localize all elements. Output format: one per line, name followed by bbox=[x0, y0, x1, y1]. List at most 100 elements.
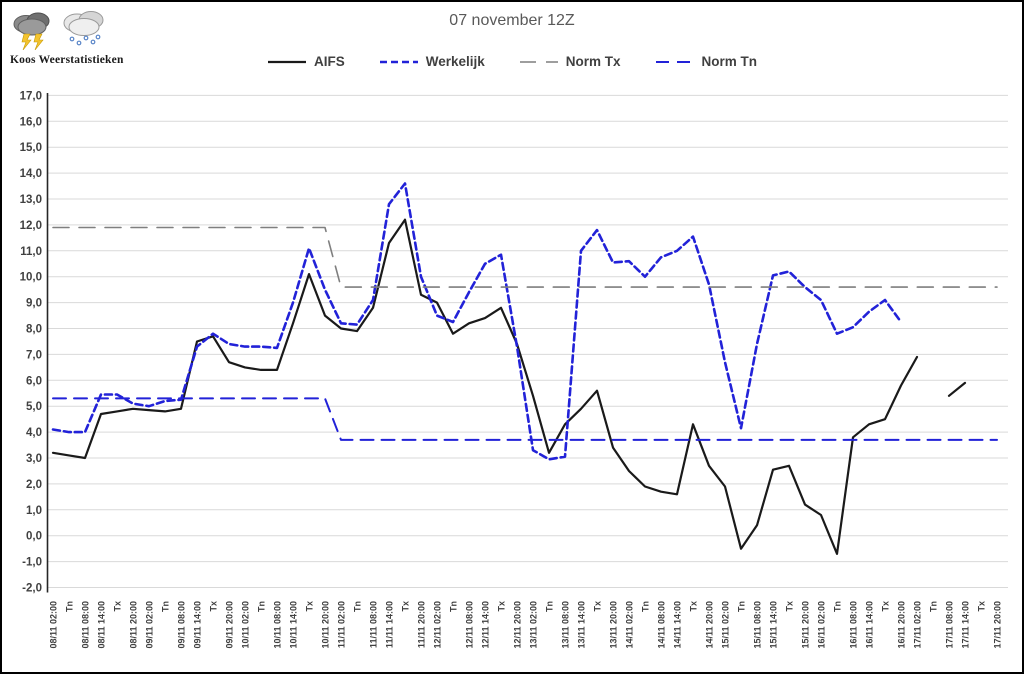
x-tick-label: 16/11 08:00 bbox=[849, 601, 859, 649]
x-tick-label: 08/11 02:00 bbox=[49, 601, 59, 649]
x-tick-label: Tx bbox=[785, 601, 795, 612]
x-tick-label: 09/11 08:00 bbox=[177, 601, 187, 649]
branding-block: Koos Weerstatistieken bbox=[10, 8, 160, 66]
x-tick-label: 09/11 02:00 bbox=[145, 601, 155, 649]
x-tick-label: 11/11 02:00 bbox=[337, 601, 347, 648]
x-tick-label: Tn bbox=[449, 601, 459, 612]
x-tick-label: Tn bbox=[545, 601, 555, 612]
y-tick-label: 12,0 bbox=[20, 220, 42, 232]
x-tick-label: 11/11 08:00 bbox=[369, 601, 379, 648]
x-tick-label: Tn bbox=[353, 601, 363, 612]
x-tick-label: 17/11 02:00 bbox=[913, 601, 923, 649]
x-tick-label: 15/11 02:00 bbox=[721, 601, 731, 649]
y-tick-label: 2,0 bbox=[26, 479, 42, 491]
x-tick-label: Tn bbox=[65, 601, 75, 612]
x-tick-label: 08/11 20:00 bbox=[129, 601, 139, 649]
y-tick-label: 6,0 bbox=[26, 375, 42, 387]
x-tick-label: 15/11 14:00 bbox=[769, 601, 779, 649]
x-tick-label: 17/11 20:00 bbox=[993, 601, 1003, 649]
x-tick-label: Tn bbox=[257, 601, 267, 612]
x-tick-label: 16/11 02:00 bbox=[817, 601, 827, 649]
legend-item-norm-tx: Norm Tx bbox=[519, 54, 621, 69]
x-tick-label: 17/11 08:00 bbox=[945, 601, 955, 649]
y-tick-label: 13,0 bbox=[20, 194, 42, 206]
x-tick-label: Tx bbox=[209, 601, 219, 612]
x-tick-label: 08/11 14:00 bbox=[97, 601, 107, 649]
x-tick-label: Tn bbox=[161, 601, 171, 612]
y-tick-label: 1,0 bbox=[26, 505, 42, 517]
series-norm-tx bbox=[52, 226, 998, 288]
legend-line-sample bbox=[267, 60, 306, 63]
x-tick-label: Tx bbox=[401, 601, 411, 612]
x-tick-label: 10/11 20:00 bbox=[321, 601, 331, 649]
y-tick-label: 4,0 bbox=[26, 427, 42, 439]
chart-legend: AIFS Werkelijk Norm Tx Norm Tn bbox=[0, 54, 1024, 69]
x-tick-label: 11/11 20:00 bbox=[417, 601, 427, 648]
x-tick-label: Tn bbox=[833, 601, 843, 612]
y-tick-label: 10,0 bbox=[20, 272, 42, 284]
x-tick-label: Tx bbox=[113, 601, 123, 612]
x-tick-label: 17/11 14:00 bbox=[961, 601, 971, 649]
y-tick-label: 15,0 bbox=[20, 142, 42, 154]
x-tick-label: Tx bbox=[881, 601, 891, 612]
x-tick-label: 10/11 02:00 bbox=[241, 601, 251, 649]
x-tick-label: 10/11 14:00 bbox=[289, 601, 299, 649]
storm-cloud-icon bbox=[13, 12, 50, 50]
x-tick-label: 12/11 20:00 bbox=[513, 601, 523, 649]
x-tick-label: 14/11 20:00 bbox=[705, 601, 715, 649]
x-tick-label: 09/11 20:00 bbox=[225, 601, 235, 649]
y-tick-label: 17,0 bbox=[20, 90, 42, 102]
y-tick-label: 7,0 bbox=[26, 349, 42, 361]
x-tick-label: 15/11 20:00 bbox=[801, 601, 811, 649]
y-tick-label: 14,0 bbox=[20, 168, 42, 180]
x-tick-label: Tx bbox=[497, 601, 507, 612]
legend-line-sample bbox=[655, 60, 694, 63]
brand-name: Koos Weerstatistieken bbox=[10, 54, 124, 66]
x-tick-label: 10/11 08:00 bbox=[273, 601, 283, 649]
y-tick-label: 8,0 bbox=[26, 324, 42, 336]
x-tick-label: 12/11 02:00 bbox=[433, 601, 443, 649]
x-tick-label: 09/11 14:00 bbox=[193, 601, 203, 649]
legend-label: Norm Tn bbox=[701, 54, 758, 69]
y-tick-label: -2,0 bbox=[22, 583, 42, 595]
y-tick-label: 11,0 bbox=[20, 246, 42, 258]
y-tick-label: -1,0 bbox=[22, 557, 42, 569]
y-tick-label: 0,0 bbox=[26, 531, 42, 543]
legend-line-sample bbox=[379, 60, 418, 63]
legend-line-sample bbox=[519, 60, 558, 63]
x-tick-label: Tx bbox=[689, 601, 699, 612]
x-tick-label: 13/11 02:00 bbox=[529, 601, 539, 649]
series-aifs bbox=[51, 218, 967, 555]
x-tick-label: Tn bbox=[641, 601, 651, 612]
x-tick-label: 15/11 08:00 bbox=[753, 601, 763, 649]
x-tick-label: 14/11 14:00 bbox=[673, 601, 683, 649]
x-tick-label: Tn bbox=[929, 601, 939, 612]
x-tick-label: 11/11 14:00 bbox=[385, 601, 395, 648]
x-tick-label: 16/11 14:00 bbox=[865, 601, 875, 649]
x-tick-label: 14/11 02:00 bbox=[625, 601, 635, 649]
snow-cloud-icon bbox=[63, 11, 104, 46]
y-tick-label: 9,0 bbox=[26, 298, 42, 310]
legend-item-werkelijk: Werkelijk bbox=[379, 54, 485, 69]
x-tick-label: Tx bbox=[305, 601, 315, 612]
x-tick-label: 08/11 08:00 bbox=[81, 601, 91, 649]
y-tick-label: 5,0 bbox=[26, 401, 42, 413]
legend-item-aifs: AIFS bbox=[267, 54, 345, 69]
y-tick-label: 16,0 bbox=[20, 116, 42, 128]
legend-label: Norm Tx bbox=[565, 54, 621, 69]
x-tick-label: 12/11 08:00 bbox=[465, 601, 475, 649]
x-tick-label: 12/11 14:00 bbox=[481, 601, 491, 649]
legend-item-norm-tn: Norm Tn bbox=[655, 54, 758, 69]
x-tick-label: Tx bbox=[593, 601, 603, 612]
x-tick-label: Tx bbox=[977, 601, 987, 612]
x-tick-label: Tn bbox=[737, 601, 747, 612]
x-tick-label: 13/11 20:00 bbox=[609, 601, 619, 649]
series-werkelijk bbox=[51, 182, 903, 461]
y-tick-label: 3,0 bbox=[26, 453, 42, 465]
x-tick-label: 16/11 20:00 bbox=[897, 601, 907, 649]
legend-label: Werkelijk bbox=[425, 54, 485, 69]
x-tick-label: 14/11 08:00 bbox=[657, 601, 667, 649]
x-tick-label: 13/11 14:00 bbox=[577, 601, 587, 649]
x-tick-label: 13/11 08:00 bbox=[561, 601, 571, 649]
